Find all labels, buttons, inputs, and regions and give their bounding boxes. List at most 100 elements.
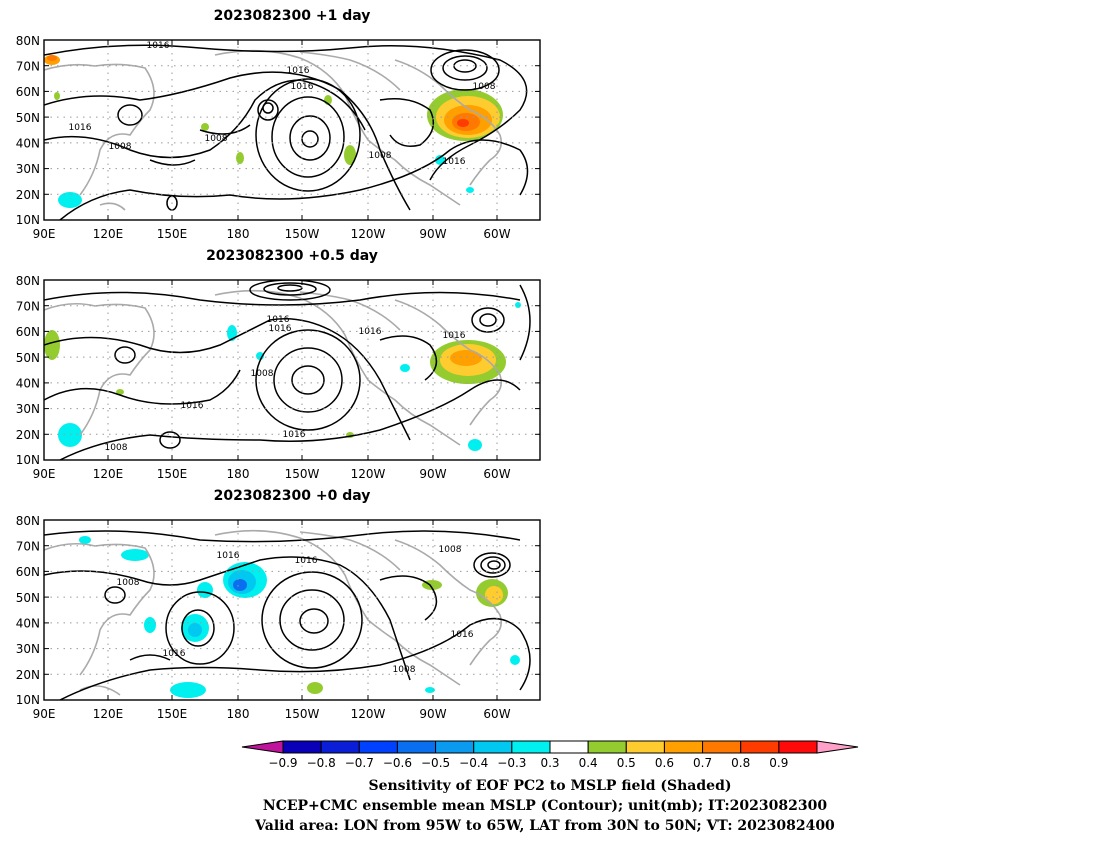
- map-frame: [43, 39, 541, 221]
- colorbar-swatch: [241, 740, 284, 754]
- axis-ticks: [44, 40, 540, 220]
- colorbar-swatch: [663, 740, 704, 754]
- svg-text:1016: 1016: [283, 430, 306, 440]
- lon-label: 90E: [33, 227, 56, 241]
- svg-text:1016: 1016: [451, 630, 474, 640]
- lat-label: 70N: [16, 540, 40, 554]
- lat-label: 40N: [16, 137, 40, 151]
- lat-tick-labels: 80N 70N 60N 50N 40N 30N 20N 10N: [16, 34, 40, 227]
- svg-text:1008: 1008: [393, 665, 416, 675]
- colorbar-swatch: [740, 740, 780, 754]
- lon-label: 180: [227, 707, 250, 721]
- lat-label: 50N: [16, 351, 40, 365]
- colorbar-label: −0.6: [383, 756, 412, 770]
- lon-label: 90W: [419, 467, 446, 481]
- colorbar-label: 0.7: [693, 756, 712, 770]
- lon-label: 120E: [93, 467, 124, 481]
- colorbar-swatch: [587, 740, 627, 754]
- colorbar-label: −0.8: [307, 756, 336, 770]
- colorbar-label: 0.5: [617, 756, 636, 770]
- map-field: [44, 280, 540, 460]
- coastlines: [44, 49, 503, 211]
- lat-label: 20N: [16, 668, 40, 682]
- lon-label: 90E: [33, 707, 56, 721]
- caption-line-3: Valid area: LON from 95W to 65W, LAT fro…: [254, 818, 835, 834]
- sensitivity-shading: [44, 55, 503, 208]
- colorbar-label: 0.8: [731, 756, 750, 770]
- lat-tick-labels: 80N 70N 60N 50N 40N 30N 20N 10N: [16, 274, 40, 467]
- lat-label: 60N: [16, 85, 40, 99]
- lat-label: 20N: [16, 428, 40, 442]
- mslp-contours: [44, 280, 531, 460]
- map-field: [44, 520, 540, 700]
- lon-label: 90W: [419, 227, 446, 241]
- svg-text:1016: 1016: [267, 315, 290, 325]
- svg-text:1008: 1008: [251, 369, 274, 379]
- lat-label: 60N: [16, 325, 40, 339]
- lon-tick-labels: 90E 120E 150E 180 150W 120W 90W 60W: [33, 707, 511, 721]
- panel-title: 2023082300 +0.5 day: [206, 248, 378, 264]
- colorbar-label: −0.4: [459, 756, 488, 770]
- panel-title: 2023082300 +1 day: [214, 8, 371, 24]
- mslp-contours: [44, 44, 529, 220]
- caption-line-2: NCEP+CMC ensemble mean MSLP (Contour); u…: [263, 798, 827, 814]
- axis-ticks: [44, 280, 540, 460]
- colorbar-swatch: [320, 740, 360, 754]
- map-frame: [43, 519, 541, 701]
- lon-label: 150W: [285, 227, 320, 241]
- lat-label: 30N: [16, 402, 40, 416]
- lat-label: 10N: [16, 693, 40, 707]
- contour-labels: 1016 1016 1016 1016 1008 1008 1008 1008 …: [69, 41, 496, 167]
- lat-label: 50N: [16, 591, 40, 605]
- lat-label: 50N: [16, 111, 40, 125]
- lat-label: 30N: [16, 642, 40, 656]
- map-panel-2: 2023082300 +0.5 day: [16, 248, 541, 481]
- colorbar-swatch: [625, 740, 665, 754]
- lon-label: 150W: [285, 707, 320, 721]
- svg-text:1016: 1016: [295, 556, 318, 566]
- colorbar-swatch: [435, 740, 475, 754]
- lat-tick-labels: 80N 70N 60N 50N 40N 30N 20N 10N: [16, 514, 40, 707]
- colorbar-label: −0.5: [421, 756, 450, 770]
- lat-label: 70N: [16, 300, 40, 314]
- lat-label: 70N: [16, 60, 40, 74]
- lat-label: 10N: [16, 213, 40, 227]
- lat-label: 20N: [16, 188, 40, 202]
- caption: Sensitivity of EOF PC2 to MSLP field (Sh…: [254, 778, 835, 834]
- sensitivity-shading: [79, 536, 520, 698]
- contour-labels: 1016 1016 1016 1016 1008 1016 1016 1008: [105, 315, 466, 453]
- lon-tick-labels: 90E 120E 150E 180 150W 120W 90W 60W: [33, 467, 511, 481]
- axis-ticks: [44, 520, 540, 700]
- svg-text:1016: 1016: [69, 123, 92, 133]
- colorbar-swatch: [282, 740, 322, 754]
- colorbar-label: 0.3: [540, 756, 559, 770]
- panel-title: 2023082300 +0 day: [214, 488, 371, 504]
- colorbar-label: 0.6: [655, 756, 674, 770]
- caption-line-1: Sensitivity of EOF PC2 to MSLP field (Sh…: [368, 778, 731, 794]
- colorbar-label: −0.9: [268, 756, 297, 770]
- lon-label: 180: [227, 227, 250, 241]
- svg-text:1016: 1016: [181, 401, 204, 411]
- lon-label: 90W: [419, 707, 446, 721]
- lat-label: 30N: [16, 162, 40, 176]
- lat-label: 80N: [16, 34, 40, 48]
- svg-text:1016: 1016: [287, 66, 310, 76]
- coastlines: [44, 529, 503, 696]
- svg-text:1016: 1016: [443, 157, 466, 167]
- colorbar-label: −0.7: [345, 756, 374, 770]
- lat-label: 40N: [16, 617, 40, 631]
- colorbar-swatch: [396, 740, 437, 754]
- lon-label: 120E: [93, 227, 124, 241]
- svg-text:1016: 1016: [217, 551, 240, 561]
- map-panel-3: 2023082300 +0 day: [16, 488, 541, 721]
- lat-label: 10N: [16, 453, 40, 467]
- map-frame: [43, 279, 541, 461]
- lat-label: 60N: [16, 565, 40, 579]
- svg-text:1016: 1016: [443, 331, 466, 341]
- svg-text:1008: 1008: [109, 142, 132, 152]
- svg-text:1008: 1008: [205, 134, 228, 144]
- gridlines: [44, 520, 540, 700]
- svg-text:1016: 1016: [147, 41, 170, 51]
- lon-label: 120W: [351, 467, 386, 481]
